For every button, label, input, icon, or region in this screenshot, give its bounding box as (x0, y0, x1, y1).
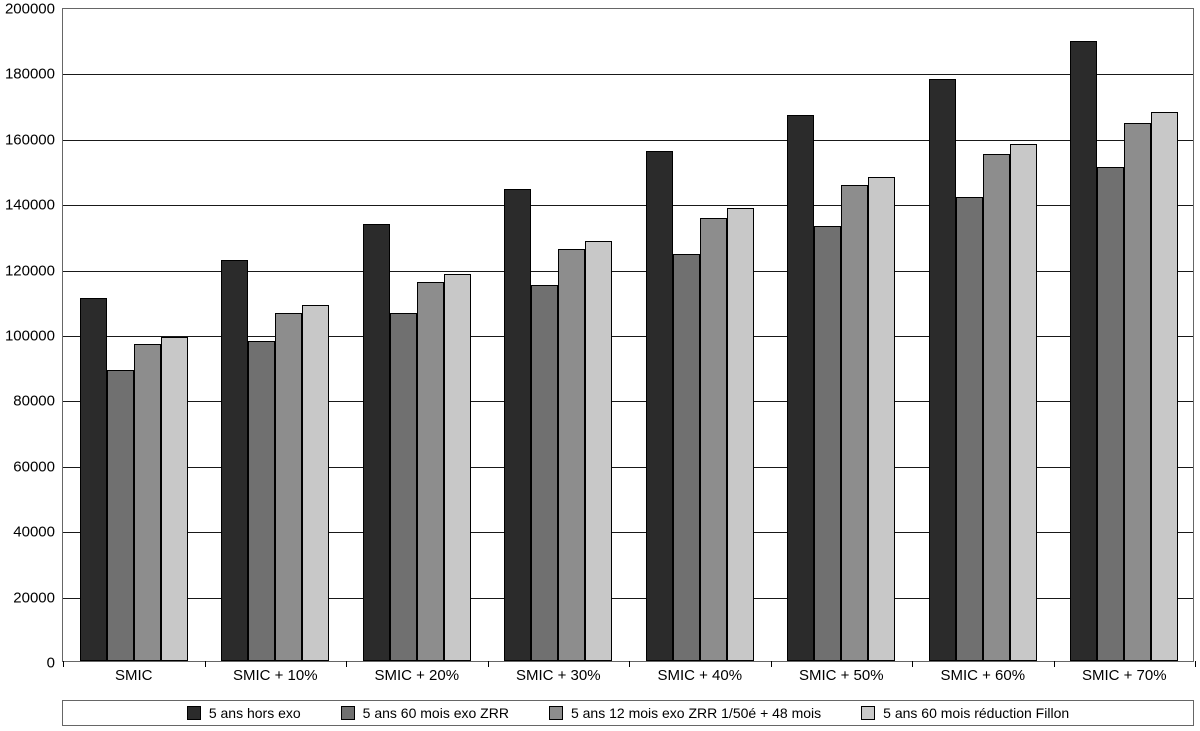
x-tick-label: SMIC + 50% (799, 661, 884, 684)
bar (1010, 144, 1037, 661)
bar (673, 254, 700, 661)
bar (868, 177, 895, 661)
x-tick-mark (771, 661, 772, 667)
y-tick-label: 40000 (13, 524, 63, 541)
x-tick-mark (912, 661, 913, 667)
y-tick-label: 80000 (13, 393, 63, 410)
gridline (63, 74, 1193, 75)
bar (1097, 167, 1124, 661)
plot-area: 0200004000060000800001000001200001400001… (62, 8, 1194, 662)
bar (275, 313, 302, 661)
legend: 5 ans hors exo 5 ans 60 mois exo ZRR 5 ans… (62, 700, 1194, 726)
bar (504, 189, 531, 662)
y-tick-label: 100000 (5, 328, 63, 345)
bar (107, 370, 134, 661)
bar (390, 313, 417, 661)
y-tick-label: 120000 (5, 262, 63, 279)
bar (248, 341, 275, 661)
x-tick-mark (1195, 661, 1196, 667)
legend-label: 5 ans 60 mois réduction Fillon (883, 705, 1069, 721)
bar (814, 226, 841, 661)
bar (302, 305, 329, 661)
legend-swatch (861, 706, 875, 720)
bar (983, 154, 1010, 661)
x-tick-label: SMIC + 40% (657, 661, 742, 684)
legend-item: 5 ans hors exo (187, 705, 301, 721)
bar (558, 249, 585, 661)
y-tick-label: 60000 (13, 458, 63, 475)
bar-chart: 0 20000 40000 60000 80000 100000 120000 140000 1… (0, 0, 1200, 731)
x-tick-mark (1054, 661, 1055, 667)
gridline (63, 140, 1193, 141)
bar (1124, 123, 1151, 661)
bar (444, 274, 471, 661)
x-tick-label: SMIC + 70% (1082, 661, 1167, 684)
bar (1070, 41, 1097, 661)
legend-item: 5 ans 60 mois réduction Fillon (861, 705, 1069, 721)
y-tick-label: 160000 (5, 131, 63, 148)
y-tick-label: 20000 (13, 589, 63, 606)
x-tick-mark (488, 661, 489, 667)
bar (80, 298, 107, 661)
legend-swatch (187, 706, 201, 720)
legend-swatch (341, 706, 355, 720)
legend-label: 5 ans 12 mois exo ZRR 1/50é + 48 mois (571, 705, 821, 721)
bar (929, 79, 956, 661)
y-tick-label: 200000 (5, 1, 63, 18)
legend-item: 5 ans 60 mois exo ZRR (341, 705, 509, 721)
bar (646, 151, 673, 661)
y-tick-label: 0 (47, 655, 63, 672)
bar (700, 218, 727, 661)
x-tick-label: SMIC + 30% (516, 661, 601, 684)
x-tick-label: SMIC + 10% (233, 661, 318, 684)
bar (221, 260, 248, 661)
x-tick-label: SMIC + 20% (374, 661, 459, 684)
bar (161, 337, 188, 661)
bar (727, 208, 754, 661)
y-tick-label: 180000 (5, 66, 63, 83)
bar (363, 224, 390, 661)
legend-label: 5 ans hors exo (209, 705, 301, 721)
bar (1151, 112, 1178, 661)
x-tick-mark (629, 661, 630, 667)
bar (787, 115, 814, 661)
x-tick-label: SMIC + 60% (940, 661, 1025, 684)
legend-label: 5 ans 60 mois exo ZRR (363, 705, 509, 721)
y-tick-label: 140000 (5, 197, 63, 214)
bar (585, 241, 612, 661)
bar (531, 285, 558, 661)
x-tick-label: SMIC (115, 661, 153, 684)
legend-item: 5 ans 12 mois exo ZRR 1/50é + 48 mois (549, 705, 821, 721)
bar (956, 197, 983, 661)
legend-swatch (549, 706, 563, 720)
bar (841, 185, 868, 661)
bar (417, 282, 444, 661)
x-tick-mark (205, 661, 206, 667)
x-tick-mark (63, 661, 64, 667)
bar (134, 344, 161, 661)
x-tick-mark (346, 661, 347, 667)
